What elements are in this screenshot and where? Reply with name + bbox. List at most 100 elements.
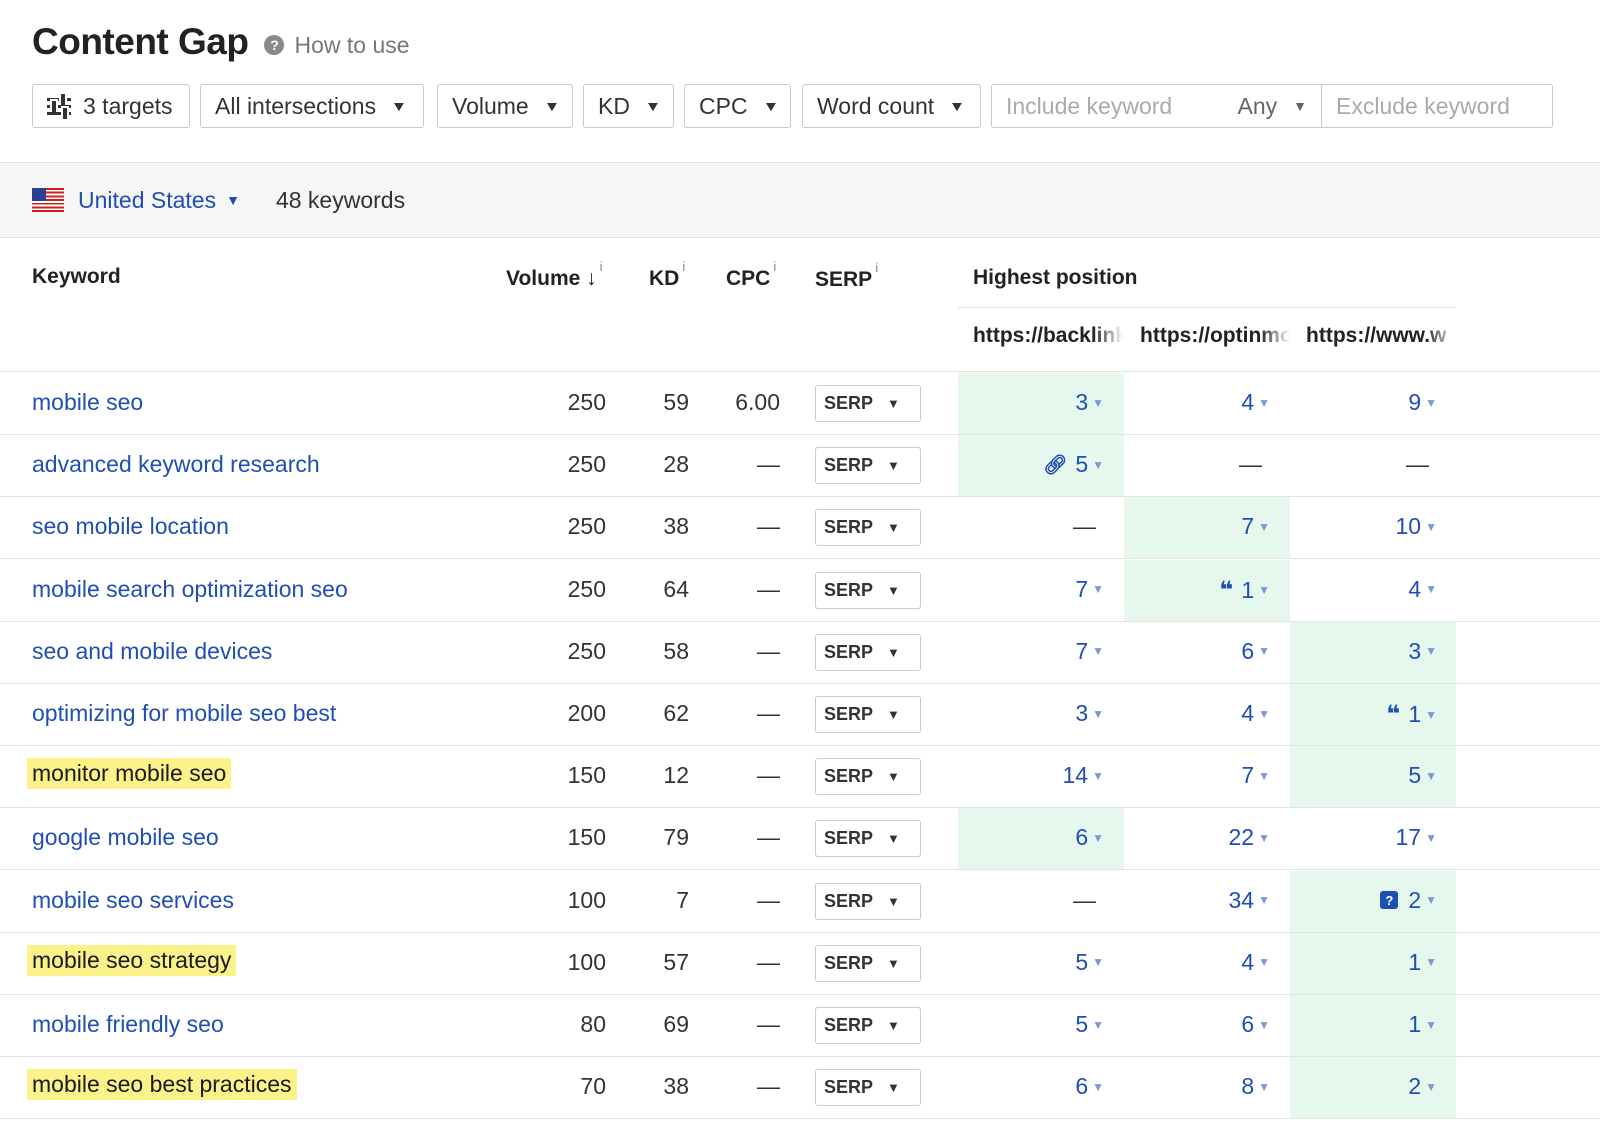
position-cell[interactable]: 7 ▼ (1075, 576, 1104, 603)
position-cell[interactable]: 🔗︎ 5 ▼ (1043, 451, 1104, 478)
position-value[interactable]: 2 (1408, 1073, 1422, 1100)
serp-button[interactable]: SERP ▼ (815, 696, 921, 733)
caret-down-icon[interactable]: ▼ (1258, 955, 1270, 970)
position-cell[interactable]: 6 ▼ (1241, 1011, 1270, 1038)
keyword-link[interactable]: monitor mobile seo (27, 758, 232, 790)
caret-down-icon[interactable]: ▼ (1425, 395, 1437, 410)
position-cell[interactable]: 5 ▼ (1075, 949, 1104, 976)
caret-down-icon[interactable]: ▼ (1258, 395, 1270, 410)
serp-button[interactable]: SERP ▼ (815, 1069, 921, 1107)
keyword-link[interactable]: mobile search optimization seo (32, 575, 348, 602)
caret-down-icon[interactable]: ▼ (1092, 1079, 1104, 1094)
info-icon[interactable]: i (875, 260, 879, 275)
any-dropdown-label[interactable]: Any (1237, 92, 1278, 119)
keyword-link[interactable]: seo mobile location (32, 513, 229, 540)
country-selector[interactable]: United States (78, 186, 217, 213)
position-cell[interactable]: ❝ 1 ▼ (1386, 700, 1437, 729)
position-value[interactable]: 3 (1075, 389, 1089, 415)
caret-down-icon[interactable]: ▼ (1425, 893, 1437, 908)
caret-down-icon[interactable]: ▼ (1258, 583, 1270, 598)
include-keyword-input[interactable]: Include keyword Any ▼ (991, 84, 1322, 128)
position-value[interactable]: 10 (1395, 513, 1422, 540)
word-count-filter[interactable]: Word count ▼ (802, 84, 981, 128)
position-value[interactable]: 1 (1408, 948, 1422, 975)
position-cell[interactable]: 14 ▼ (1063, 762, 1104, 789)
position-cell[interactable]: 8 ▼ (1241, 1073, 1270, 1100)
caret-down-icon[interactable]: ▼ (1092, 457, 1104, 472)
position-cell[interactable]: 22 ▼ (1229, 824, 1270, 851)
position-value[interactable]: 17 (1395, 824, 1422, 851)
keyword-link[interactable]: mobile seo strategy (27, 944, 237, 976)
serp-button[interactable]: SERP ▼ (815, 944, 921, 982)
keyword-link[interactable]: google mobile seo (32, 824, 219, 851)
volume-filter[interactable]: Volume ▼ (437, 84, 573, 128)
position-value[interactable]: 14 (1062, 762, 1089, 789)
position-value[interactable]: 6 (1241, 1011, 1255, 1037)
caret-down-icon[interactable]: ▼ (1425, 955, 1437, 970)
keyword-link[interactable]: mobile seo best practices (27, 1069, 297, 1101)
position-cell[interactable]: 6 ▼ (1075, 1073, 1104, 1100)
serp-button[interactable]: SERP ▼ (815, 882, 921, 920)
position-cell[interactable]: 10 ▼ (1396, 513, 1437, 540)
position-value[interactable]: 7 (1241, 513, 1255, 540)
position-value[interactable]: 7 (1241, 762, 1255, 789)
caret-down-icon[interactable]: ▼ (1425, 1017, 1437, 1032)
position-cell[interactable]: 7 ▼ (1241, 762, 1270, 789)
serp-button[interactable]: SERP ▼ (815, 633, 921, 671)
position-value[interactable]: 22 (1228, 824, 1255, 851)
position-value[interactable]: 3 (1075, 700, 1089, 726)
keyword-link[interactable]: mobile friendly seo (32, 1011, 224, 1037)
position-value[interactable]: 5 (1075, 451, 1089, 478)
caret-down-icon[interactable]: ▼ (1425, 582, 1437, 597)
caret-down-icon[interactable]: ▼ (1258, 706, 1270, 721)
position-value[interactable]: 1 (1241, 576, 1255, 603)
info-icon[interactable]: i (599, 259, 603, 274)
position-value[interactable]: 1 (1408, 1011, 1422, 1037)
position-value[interactable]: 4 (1241, 700, 1255, 726)
caret-down-icon[interactable]: ▼ (1092, 768, 1104, 783)
position-value[interactable]: 4 (1241, 389, 1255, 415)
column-keyword[interactable]: Keyword (32, 265, 121, 289)
position-value[interactable]: 7 (1075, 637, 1089, 664)
column-kd[interactable]: KDi (649, 259, 685, 291)
position-cell[interactable]: 4 ▼ (1241, 700, 1270, 727)
position-cell[interactable]: 2 ▼ (1408, 1073, 1437, 1100)
info-icon[interactable]: i (682, 259, 686, 274)
position-cell[interactable]: 7 ▼ (1241, 513, 1270, 540)
position-cell[interactable]: 5 ▼ (1075, 1011, 1104, 1038)
position-value[interactable]: 1 (1408, 701, 1422, 727)
position-value[interactable]: 5 (1075, 1011, 1089, 1037)
caret-down-icon[interactable]: ▼ (1425, 644, 1437, 659)
position-value[interactable]: 6 (1241, 637, 1255, 664)
caret-down-icon[interactable]: ▼ (1092, 830, 1104, 845)
caret-down-icon[interactable]: ▼ (1425, 519, 1437, 534)
caret-down-icon[interactable]: ▼ (1258, 1079, 1270, 1094)
position-value[interactable]: 4 (1408, 575, 1422, 602)
position-cell[interactable]: 9 ▼ (1408, 389, 1437, 416)
serp-button[interactable]: SERP ▼ (815, 447, 921, 485)
keyword-link[interactable]: advanced keyword research (32, 451, 320, 478)
serp-button[interactable]: SERP ▼ (815, 758, 921, 796)
keyword-link[interactable]: seo and mobile devices (32, 637, 273, 664)
caret-down-icon[interactable]: ▼ (1425, 830, 1437, 845)
position-cell[interactable]: 7 ▼ (1075, 638, 1104, 665)
caret-down-icon[interactable]: ▼ (1425, 707, 1437, 722)
position-value[interactable]: 4 (1241, 948, 1255, 975)
position-value[interactable]: 6 (1075, 1073, 1089, 1100)
caret-down-icon[interactable]: ▼ (1092, 1017, 1104, 1032)
position-value[interactable]: 7 (1075, 575, 1089, 602)
position-cell[interactable]: 1 ▼ (1408, 949, 1437, 976)
position-value[interactable]: 3 (1408, 637, 1422, 664)
keyword-link[interactable]: mobile seo services (32, 886, 234, 913)
cpc-filter[interactable]: CPC ▼ (684, 84, 791, 128)
intersections-dropdown[interactable]: All intersections ▼ (200, 84, 424, 128)
position-value[interactable]: 6 (1075, 824, 1089, 851)
position-cell[interactable]: 3 ▼ (1075, 700, 1104, 727)
serp-button[interactable]: SERP ▼ (815, 1007, 921, 1044)
serp-button[interactable]: SERP ▼ (815, 571, 921, 609)
caret-down-icon[interactable]: ▼ (1258, 830, 1270, 845)
position-cell[interactable]: 4 ▼ (1241, 389, 1270, 416)
how-to-use-link[interactable]: ? How to use (264, 32, 410, 59)
caret-down-icon[interactable]: ▼ (1092, 706, 1104, 721)
position-cell[interactable]: 5 ▼ (1408, 762, 1437, 789)
